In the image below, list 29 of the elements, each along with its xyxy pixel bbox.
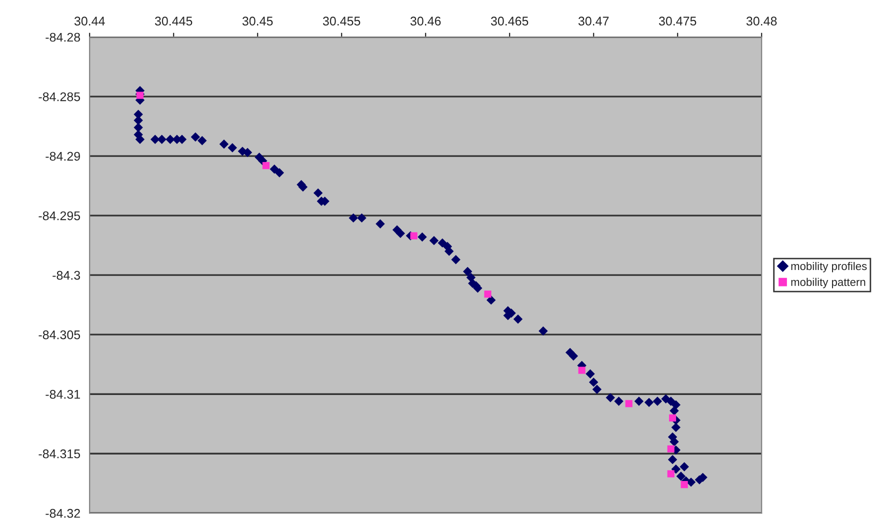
point [578, 366, 586, 374]
y-tick-label: -84.295 [38, 211, 80, 220]
point [669, 414, 676, 422]
point [484, 290, 492, 298]
point [667, 445, 674, 452]
x-tick-label: 30.48 [746, 16, 777, 26]
x-tick-label: 30.455 [322, 16, 360, 26]
y-tick-label: -84.305 [38, 330, 80, 340]
point [667, 470, 674, 478]
x-tick-label: 30.445 [154, 16, 192, 26]
x-tick-label: 30.44 [74, 16, 105, 26]
x-tick-label: 30.46 [410, 16, 441, 26]
legend-label: mobility pattern [791, 278, 866, 288]
y-tick-label: -84.28 [46, 32, 80, 42]
x-tick-label: 30.475 [658, 16, 696, 26]
point [625, 400, 632, 408]
point [262, 162, 270, 170]
y-tick-label: -84.31 [46, 390, 80, 399]
y-tick-label: -84.315 [38, 449, 80, 458]
y-tick-label: -84.32 [46, 508, 80, 518]
x-tick-label: 30.47 [578, 16, 609, 26]
x-tick-label: 30.45 [242, 16, 273, 26]
point [410, 232, 418, 240]
legend-label: mobility profiles [791, 262, 867, 272]
y-tick-label: -84.29 [46, 152, 80, 161]
x-tick-label: 30.465 [490, 16, 528, 26]
y-tick-label: -84.3 [52, 270, 80, 280]
point [680, 481, 688, 488]
y-tick-label: -84.285 [38, 92, 80, 102]
